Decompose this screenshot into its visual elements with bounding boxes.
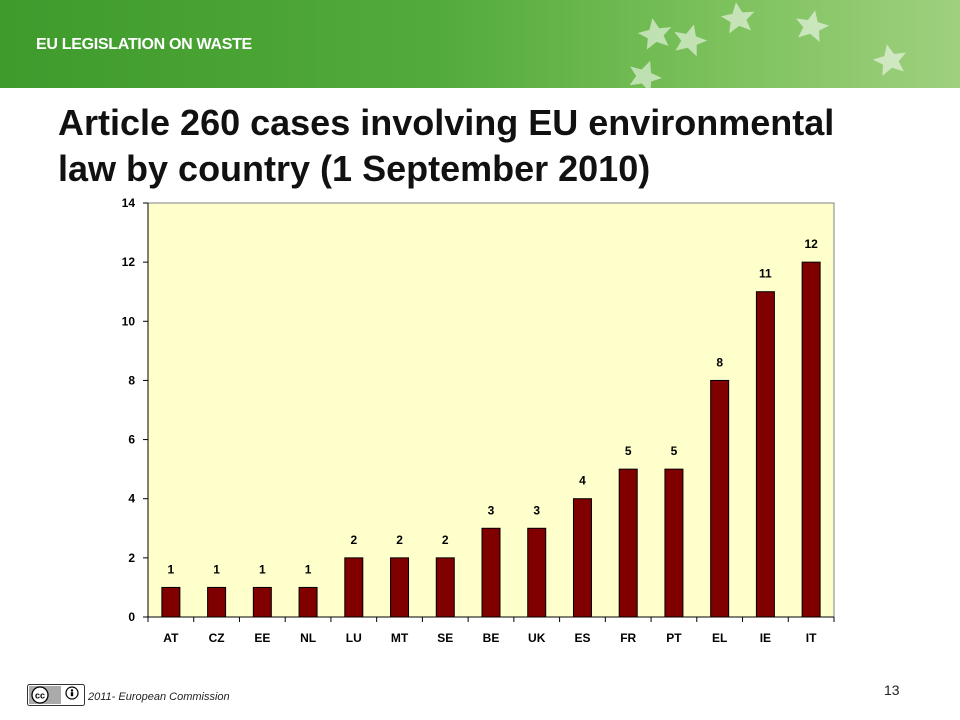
header-banner: EU LEGISLATION ON WASTE [0,0,960,88]
data-label: 1 [305,562,312,576]
star-icon [872,44,907,76]
data-label: 1 [213,562,220,576]
svg-text:cc: cc [35,691,45,701]
star-icon [637,18,672,50]
y-tick-label: 0 [128,610,135,624]
slide-title: Article 260 cases involving EU environme… [58,100,918,192]
bar [572,498,592,618]
bar [435,557,455,618]
bar [801,261,821,618]
data-label: 2 [442,533,449,547]
data-label: 3 [488,503,495,517]
y-tick-label: 10 [122,314,136,328]
data-label: 4 [579,474,586,488]
x-tick-label: BE [483,631,500,645]
bar [710,379,730,618]
copyright-text: 2011- European Commission [88,691,230,703]
bar [664,468,684,618]
chart-marks: 0 2 4 6 8 10 12 14 1 AT 1 CZ 1 EE 1 NL 2 LU 2 MT 2 SE 3 BE 3 UK 4 E… [122,196,835,645]
slide-title-line-2: law by country (1 September 2010) [58,148,651,189]
slide-title-line-1: Article 260 cases involving EU environme… [58,102,835,143]
x-tick-label: IE [760,631,771,645]
bar [481,527,501,618]
data-label: 8 [716,355,723,369]
bar [618,468,638,618]
bar [344,557,364,618]
data-label: 11 [759,267,772,281]
x-tick-label: EL [712,631,727,645]
x-tick-label: IT [806,631,817,645]
creative-commons-by-icon: cc [27,684,85,706]
data-label: 3 [533,503,540,517]
x-tick-label: EE [254,631,270,645]
star-icon [795,10,830,42]
star-icon [674,24,708,57]
bar [207,586,227,618]
x-tick-label: AT [163,631,179,645]
x-tick-label: SE [437,631,453,645]
x-tick-label: PT [666,631,682,645]
y-tick-label: 14 [122,196,136,210]
star-icon [720,2,755,34]
bar [390,557,410,618]
x-tick-label: FR [620,631,636,645]
bar [755,291,775,618]
y-tick-label: 12 [122,255,136,269]
x-tick-label: MT [391,631,409,645]
x-tick-label: UK [528,631,546,645]
x-tick-label: CZ [209,631,225,645]
data-label: 5 [625,444,632,458]
data-label: 1 [168,562,175,576]
y-tick-label: 8 [128,373,135,387]
page-number: 13 [884,682,900,698]
data-label: 12 [804,237,818,251]
eu-stars-decoration [629,2,907,88]
bar [252,586,272,618]
x-tick-label: LU [346,631,362,645]
data-label: 2 [350,533,357,547]
y-tick-label: 4 [128,492,135,506]
banner-title: EU LEGISLATION ON WASTE [36,36,252,53]
star-icon [629,60,663,88]
bar [298,586,318,618]
bar [527,527,547,618]
x-tick-label: NL [300,631,316,645]
data-label: 1 [259,562,266,576]
y-tick-label: 2 [128,551,135,565]
y-tick-label: 6 [128,433,135,447]
bar [161,586,181,618]
data-label: 5 [671,444,678,458]
x-tick-label: ES [574,631,590,645]
data-label: 2 [396,533,403,547]
